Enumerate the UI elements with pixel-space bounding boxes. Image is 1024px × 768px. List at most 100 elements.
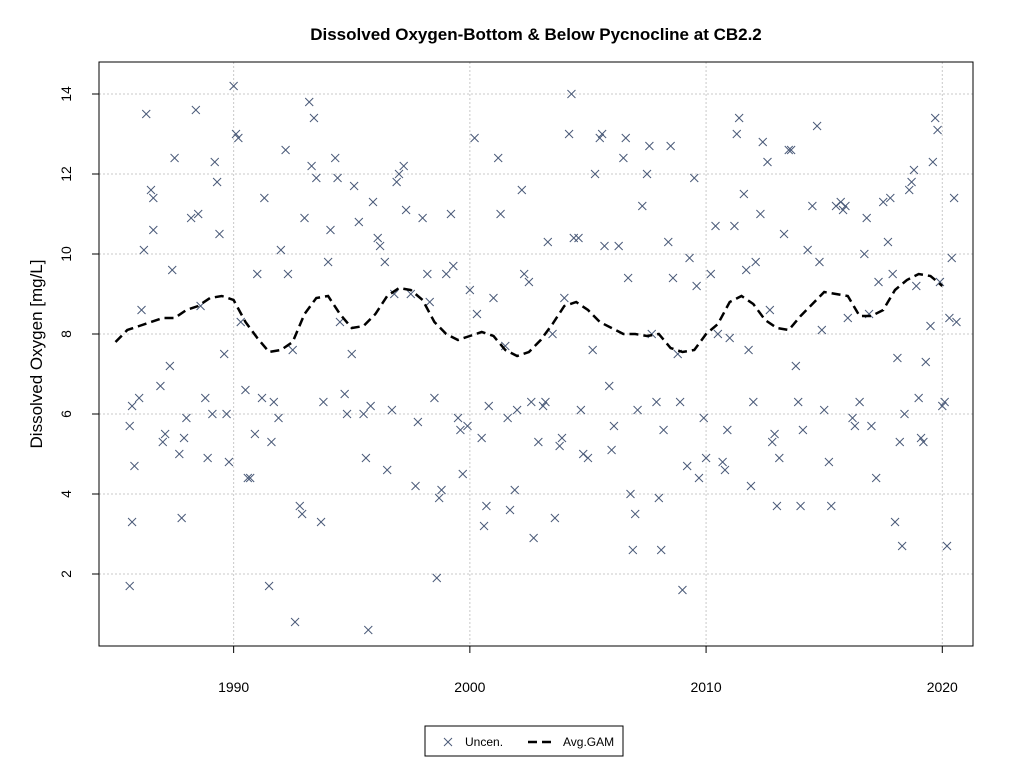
data-point [682,461,692,471]
data-point [831,201,841,211]
data-point [663,237,673,247]
data-point [817,325,827,335]
data-point [689,173,699,183]
data-point [148,193,158,203]
data-point [588,345,598,355]
data-point [366,401,376,411]
data-point [859,249,869,259]
data-point [791,361,801,371]
data-point [815,257,824,267]
data-point [193,209,203,219]
data-point [855,397,864,407]
data-point [290,617,300,627]
data-point [236,317,246,327]
data-point [373,233,383,243]
data-point [269,397,279,407]
data-point [619,153,628,163]
data-point [885,193,895,203]
data-point [569,233,579,243]
data-point [734,113,744,123]
data-point [295,501,305,511]
y-tick-label: 14 [58,86,74,102]
data-point [387,405,397,415]
data-point [645,141,654,151]
data-point [234,133,243,143]
data-point [411,481,420,491]
data-point [793,397,803,407]
data-point [359,409,368,419]
data-point [774,453,784,463]
legend-box [424,725,624,757]
data-point [623,273,633,283]
data-point [654,493,664,503]
data-point [158,437,168,447]
data-point [127,517,137,527]
data-point [890,517,900,527]
data-point [243,473,253,483]
data-point [134,393,144,403]
data-point [928,157,938,167]
data-point [394,169,404,179]
data-point [772,501,782,511]
data-point [311,173,321,183]
data-point [576,405,586,415]
data-point [763,157,772,167]
data-point [125,581,135,591]
data-point [919,437,928,447]
data-point [241,385,250,395]
data-point [685,253,694,263]
data-point [666,141,675,151]
data-point [330,153,340,163]
data-point [496,209,505,219]
legend: Uncen. Avg.GAM [424,725,624,757]
data-point [942,541,952,551]
data-point [430,393,439,403]
data-point [323,257,333,267]
data-point [713,329,723,339]
data-point [167,265,177,275]
data-point [401,205,411,215]
data-point [597,129,607,139]
data-point [319,397,328,407]
data-point [819,405,829,415]
data-point [448,261,458,271]
data-point [259,193,269,203]
data-point [838,205,848,215]
data-point [945,313,954,323]
data-point [826,501,836,511]
data-point [541,397,550,407]
data-point [441,269,451,279]
data-point [177,513,187,523]
data-point [538,401,548,411]
data-point [926,321,935,331]
data-point [141,109,151,119]
data-point [730,221,739,231]
data-point [179,433,189,443]
x-tick-label: 2000 [454,679,485,695]
data-point [342,409,352,419]
data-point [675,397,685,407]
data-point [952,317,961,327]
data-point [219,349,229,359]
data-point [512,405,522,415]
data-point [722,425,732,435]
data-point [267,437,276,447]
data-point [555,441,564,451]
data-point [375,241,385,251]
y-tick-label: 12 [58,166,74,182]
data-point [361,453,371,463]
data-point [732,129,742,139]
y-tick-label: 4 [58,490,74,498]
data-point [642,169,652,179]
data-point [274,413,283,423]
data-point [758,137,768,147]
data-point [756,209,765,219]
data-point [316,517,326,527]
data-point [904,185,914,195]
data-point [392,177,401,187]
data-point [510,485,520,495]
data-point [595,133,605,143]
data-point [519,269,529,279]
data-point [916,433,926,443]
data-point [382,465,392,475]
